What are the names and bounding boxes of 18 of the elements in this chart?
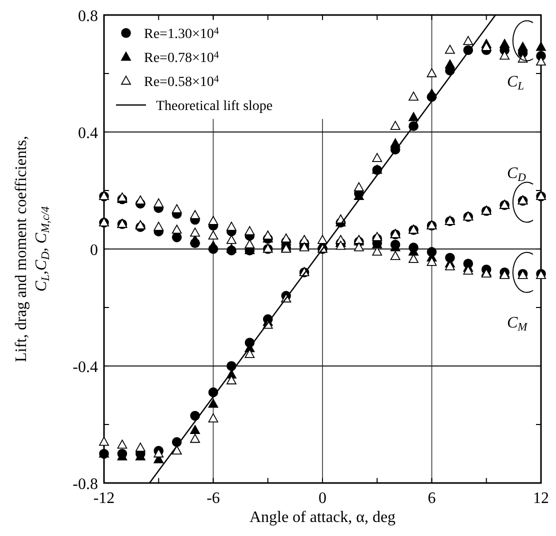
x-tick-label: -6 <box>206 490 220 507</box>
legend-label: Re=0.78×10$^{4}$ <box>144 50 219 66</box>
annotation: C$_{D}$ <box>507 164 527 184</box>
x-tick-label: 0 <box>318 490 326 507</box>
legend-label: Theoretical lift slope <box>156 99 273 114</box>
y-tick-label: 0.8 <box>78 8 98 25</box>
x-axis-title: Angle of attack, α, deg <box>249 509 396 526</box>
x-tick-label: 6 <box>428 490 436 507</box>
x-tick-label: -12 <box>93 490 115 507</box>
y-tick-label: 0 <box>90 242 98 259</box>
x-tick-label: 12 <box>533 490 549 507</box>
legend-label: Re=1.30×10$^{4}$ <box>144 26 219 42</box>
y-tick-label: -0.8 <box>72 476 98 493</box>
legend-label: Re=0.58×10$^{4}$ <box>144 74 219 90</box>
y-tick-label: 0.4 <box>78 125 98 142</box>
annotation: C$_{M}$ <box>507 314 529 334</box>
y-tick-label: -0.4 <box>72 359 98 376</box>
annotation: C$_{L}$ <box>507 74 524 93</box>
